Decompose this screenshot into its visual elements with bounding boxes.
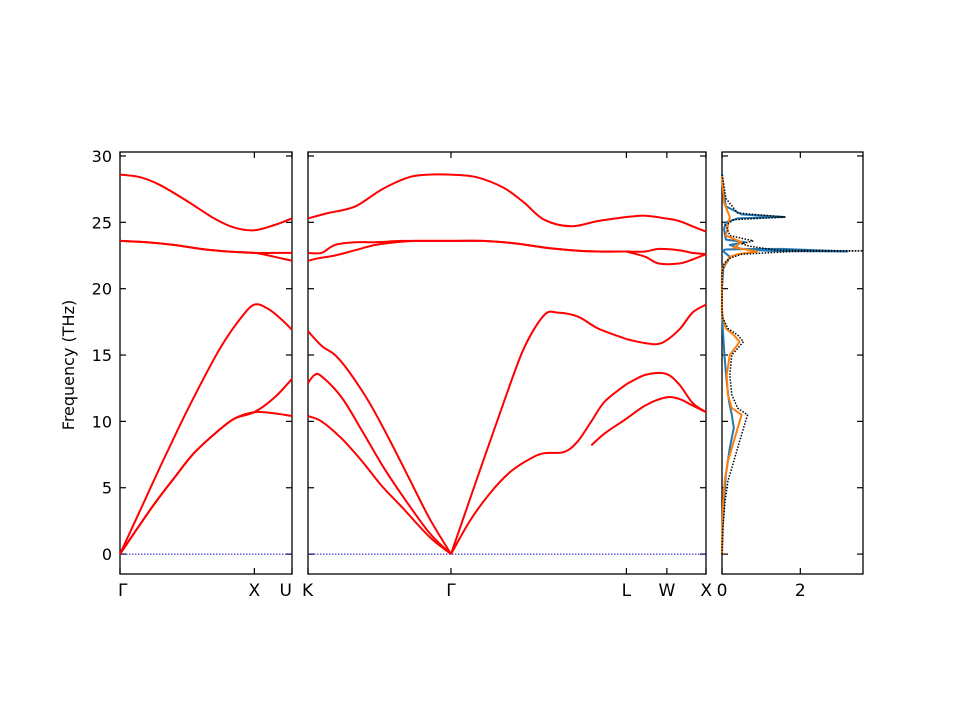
x-tick-label: K	[302, 581, 314, 601]
x-tick-label: X	[249, 581, 261, 601]
phonon-band-line	[119, 173, 293, 232]
y-tick-label: 20	[92, 280, 112, 299]
panel-frame-3	[721, 151, 864, 575]
phonon-band-line	[119, 303, 293, 555]
x-tick-label: Γ	[446, 581, 456, 601]
x-tick-label: U	[280, 581, 292, 601]
phonon-band-line	[119, 378, 293, 555]
dos-line	[721, 173, 864, 555]
y-tick-label: 0	[102, 545, 112, 564]
y-tick-label: 10	[92, 412, 112, 431]
phonon-band-line	[450, 173, 627, 228]
phonon-band-line	[450, 239, 627, 253]
phonon-band-line	[307, 330, 452, 555]
phonon-band-line	[625, 371, 707, 413]
x-tick-label: 2	[795, 581, 806, 601]
phonon-band-line	[626, 303, 707, 346]
phonon-band-line	[119, 239, 292, 254]
y-tick-label: 5	[102, 479, 112, 498]
phonon-band-line	[626, 247, 707, 256]
x-tick-label: Γ	[118, 581, 128, 601]
y-tick-label: 15	[92, 346, 112, 365]
phonon-band-line	[590, 396, 707, 447]
y-tick-label: 25	[92, 213, 112, 232]
phonon-band-line	[307, 415, 452, 555]
x-tick-label: W	[658, 581, 675, 601]
panel-frame-2	[307, 151, 707, 575]
phonon-band-line	[307, 173, 452, 220]
x-tick-label: X	[700, 581, 712, 601]
y-axis-label: Frequency (THz)	[59, 300, 78, 430]
x-tick-label: L	[622, 581, 632, 601]
phonon-band-line	[307, 239, 451, 255]
dos-line	[721, 175, 759, 555]
x-tick-label: 0	[717, 581, 728, 601]
phonon-band-line	[450, 310, 627, 555]
phonon-band-line	[626, 250, 707, 266]
panel-frame-1	[119, 151, 293, 575]
phonon-band-line	[307, 372, 452, 555]
phonon-band-line	[626, 214, 707, 233]
dos-line	[721, 173, 849, 555]
y-tick-label: 30	[92, 147, 112, 166]
phonon-band-line	[450, 383, 628, 555]
